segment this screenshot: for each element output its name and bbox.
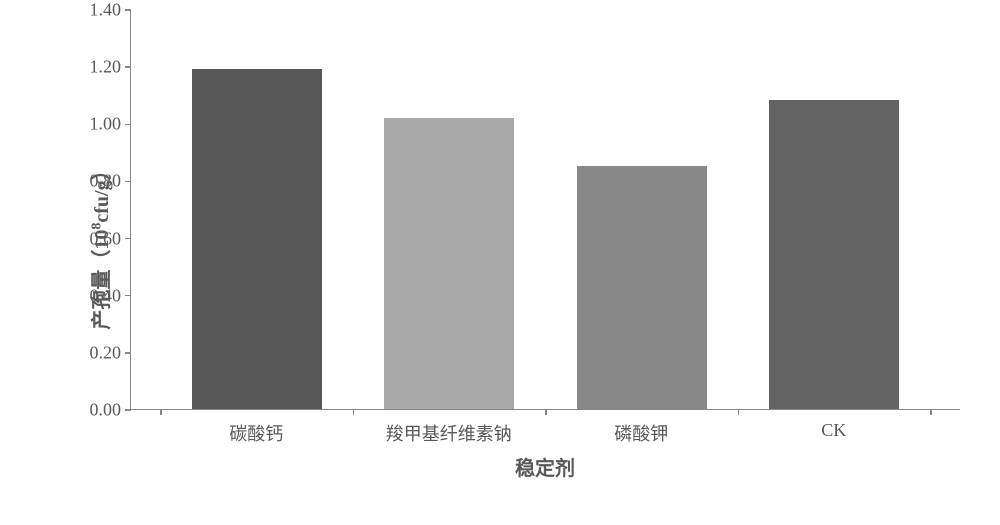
bar — [384, 118, 514, 409]
y-tick-mark — [125, 9, 131, 11]
x-axis-title: 稳定剂 — [130, 452, 960, 481]
bars-container — [131, 10, 960, 409]
x-tick-mark — [930, 409, 932, 415]
x-tick-mark — [545, 409, 547, 415]
x-tick-mark — [160, 409, 162, 415]
bar-slot — [546, 10, 738, 409]
plot-area: 0.000.200.400.600.801.001.201.40 — [130, 10, 960, 410]
x-tick-label: 羧甲基纤维素钠 — [353, 420, 546, 446]
x-tick-label: CK — [738, 420, 931, 446]
bar-chart: 产孢量（108cfu/g） 0.000.200.400.600.801.001.… — [60, 10, 980, 480]
bar-slot — [738, 10, 930, 409]
y-tick-mark — [125, 124, 131, 126]
y-tick-mark — [125, 181, 131, 183]
x-tick-mark — [353, 409, 355, 415]
y-tick-mark — [125, 66, 131, 68]
bar — [577, 166, 707, 409]
bar-slot — [353, 10, 545, 409]
x-tick-label: 碳酸钙 — [160, 420, 353, 446]
y-tick-mark — [125, 409, 131, 411]
x-axis-labels: 碳酸钙羧甲基纤维素钠磷酸钾CK — [130, 420, 960, 446]
bar — [769, 100, 899, 409]
x-tick-mark — [738, 409, 740, 415]
y-tick-mark — [125, 238, 131, 240]
x-tick-label: 磷酸钾 — [545, 420, 738, 446]
bar — [192, 69, 322, 409]
y-tick-mark — [125, 352, 131, 354]
bar-slot — [161, 10, 353, 409]
y-tick-mark — [125, 295, 131, 297]
